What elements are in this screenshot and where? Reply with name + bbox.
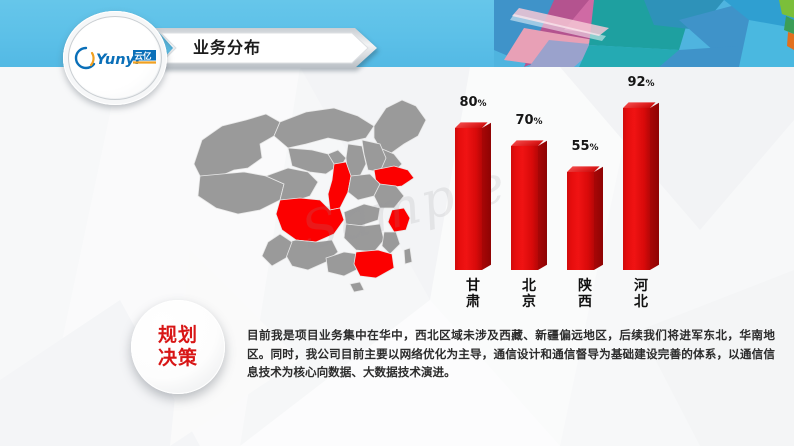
bar-side-face (594, 166, 603, 270)
bar-side-face (538, 140, 547, 270)
bar-top-face (511, 140, 544, 146)
logo-inner: Yunyi 云亿 (70, 18, 160, 98)
polygon-decoration (494, 0, 794, 67)
bar-top-face (567, 166, 600, 172)
bar-top-face (623, 102, 656, 108)
china-map (188, 92, 448, 312)
bar-value-label: 80% (459, 95, 487, 110)
badge-label: 规划 决策 (157, 324, 198, 369)
bar-value-label: 70% (515, 113, 543, 128)
bar-group[interactable]: 55% 陕 西 (567, 139, 603, 310)
body-paragraph: 目前我是项目业务集中在华中，西北区域未涉及西藏、新疆偏远地区，后续我们将进军东北… (247, 328, 775, 379)
bar-category-label: 北 京 (522, 278, 536, 310)
bar-category-label: 河 北 (634, 278, 648, 310)
page-title: 业务分布 (193, 38, 262, 57)
bar-group[interactable]: 80% 甘 肃 (455, 95, 491, 310)
bar-category-label: 陕 西 (578, 278, 592, 310)
bar-group[interactable]: 92% 河 北 (623, 75, 659, 310)
bar-front-face (511, 146, 538, 270)
bar-value-label: 92% (627, 75, 655, 90)
bar-chart: 80% 甘 肃 70% 北 京 (443, 75, 683, 315)
bar-front-face (623, 108, 650, 270)
bar-3d (623, 102, 659, 270)
bar-side-face (650, 102, 659, 270)
logo[interactable]: Yunyi 云亿 (63, 11, 167, 105)
bar-front-face (455, 128, 482, 270)
bar-category-label: 甘 肃 (466, 278, 480, 310)
title-banner (155, 28, 377, 68)
bar-front-face (567, 172, 594, 270)
bar-value-label: 55% (571, 139, 599, 154)
bar-group[interactable]: 70% 北 京 (511, 113, 547, 310)
bar-3d (455, 122, 491, 270)
bar-top-face (455, 122, 488, 128)
decision-badge[interactable]: 规划 决策 (131, 300, 225, 394)
bar-3d (567, 166, 603, 270)
svg-text:云亿: 云亿 (135, 51, 153, 62)
svg-text:Yunyi: Yunyi (96, 52, 141, 68)
logo-mark-icon: Yunyi 云亿 (73, 45, 157, 71)
bar-3d (511, 140, 547, 270)
bar-side-face (482, 122, 491, 270)
